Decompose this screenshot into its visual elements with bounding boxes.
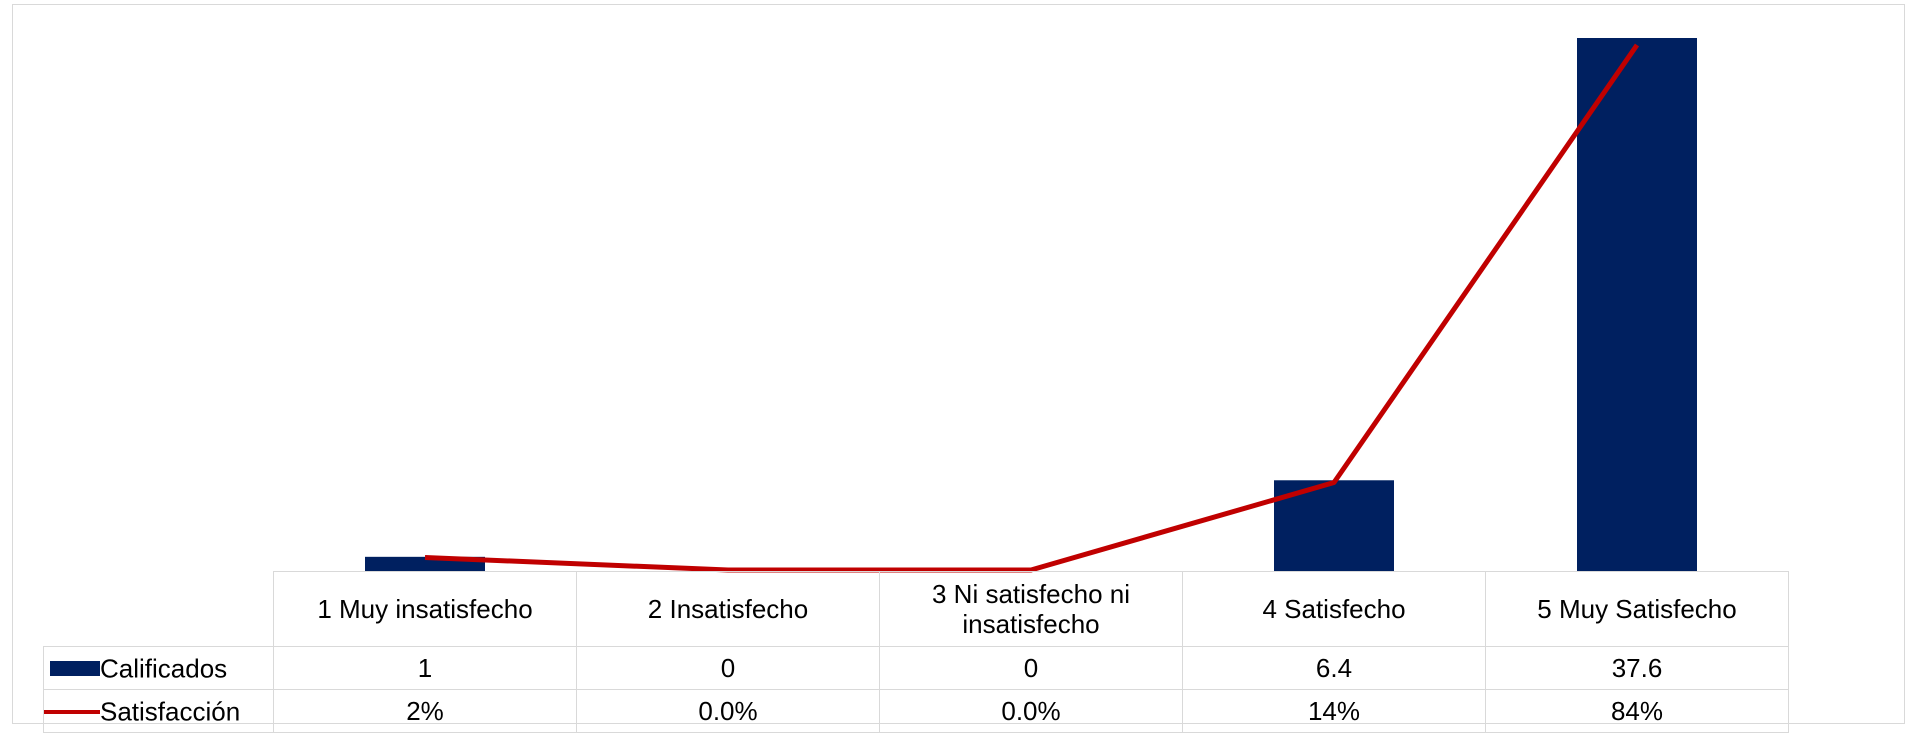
data-value: 0.0% bbox=[576, 689, 880, 733]
category-label: 1 Muy insatisfecho bbox=[273, 571, 577, 647]
data-table-row-calificados: Calificados 1 0 0 6.4 37.6 bbox=[43, 646, 1789, 690]
data-value: 84% bbox=[1485, 689, 1789, 733]
data-value: 6.4 bbox=[1182, 646, 1486, 690]
data-table-header-row: 1 Muy insatisfecho 2 Insatisfecho 3 Ni s… bbox=[44, 571, 1789, 647]
legend-swatch-line bbox=[44, 709, 100, 714]
bar-5 bbox=[1577, 38, 1697, 571]
legend-swatch-bar bbox=[50, 661, 100, 677]
data-value: 1 bbox=[273, 646, 577, 690]
series-name: Calificados bbox=[100, 653, 228, 684]
data-value: 0 bbox=[879, 646, 1183, 690]
data-table: 1 Muy insatisfecho 2 Insatisfecho 3 Ni s… bbox=[43, 571, 1789, 733]
data-value: 14% bbox=[1182, 689, 1486, 733]
data-value: 0.0% bbox=[879, 689, 1183, 733]
category-label: 2 Insatisfecho bbox=[576, 571, 880, 647]
data-table-row-satisfaccion: Satisfacción 2% 0.0% 0.0% 14% 84% bbox=[43, 689, 1789, 733]
data-value: 0 bbox=[576, 646, 880, 690]
category-label: 3 Ni satisfecho ni insatisfecho bbox=[879, 571, 1183, 647]
legend-key-satisfaccion: Satisfacción bbox=[43, 689, 274, 733]
bar-series-calificados bbox=[365, 38, 1697, 571]
series-name: Satisfacción bbox=[100, 696, 241, 727]
data-table-corner bbox=[44, 572, 274, 647]
data-value: 37.6 bbox=[1485, 646, 1789, 690]
legend-key-calificados: Calificados bbox=[43, 646, 274, 690]
data-value: 2% bbox=[273, 689, 577, 733]
line-series-satisfaccion bbox=[424, 43, 1640, 573]
category-label: 5 Muy Satisfecho bbox=[1485, 571, 1789, 647]
category-label: 4 Satisfecho bbox=[1182, 571, 1486, 647]
